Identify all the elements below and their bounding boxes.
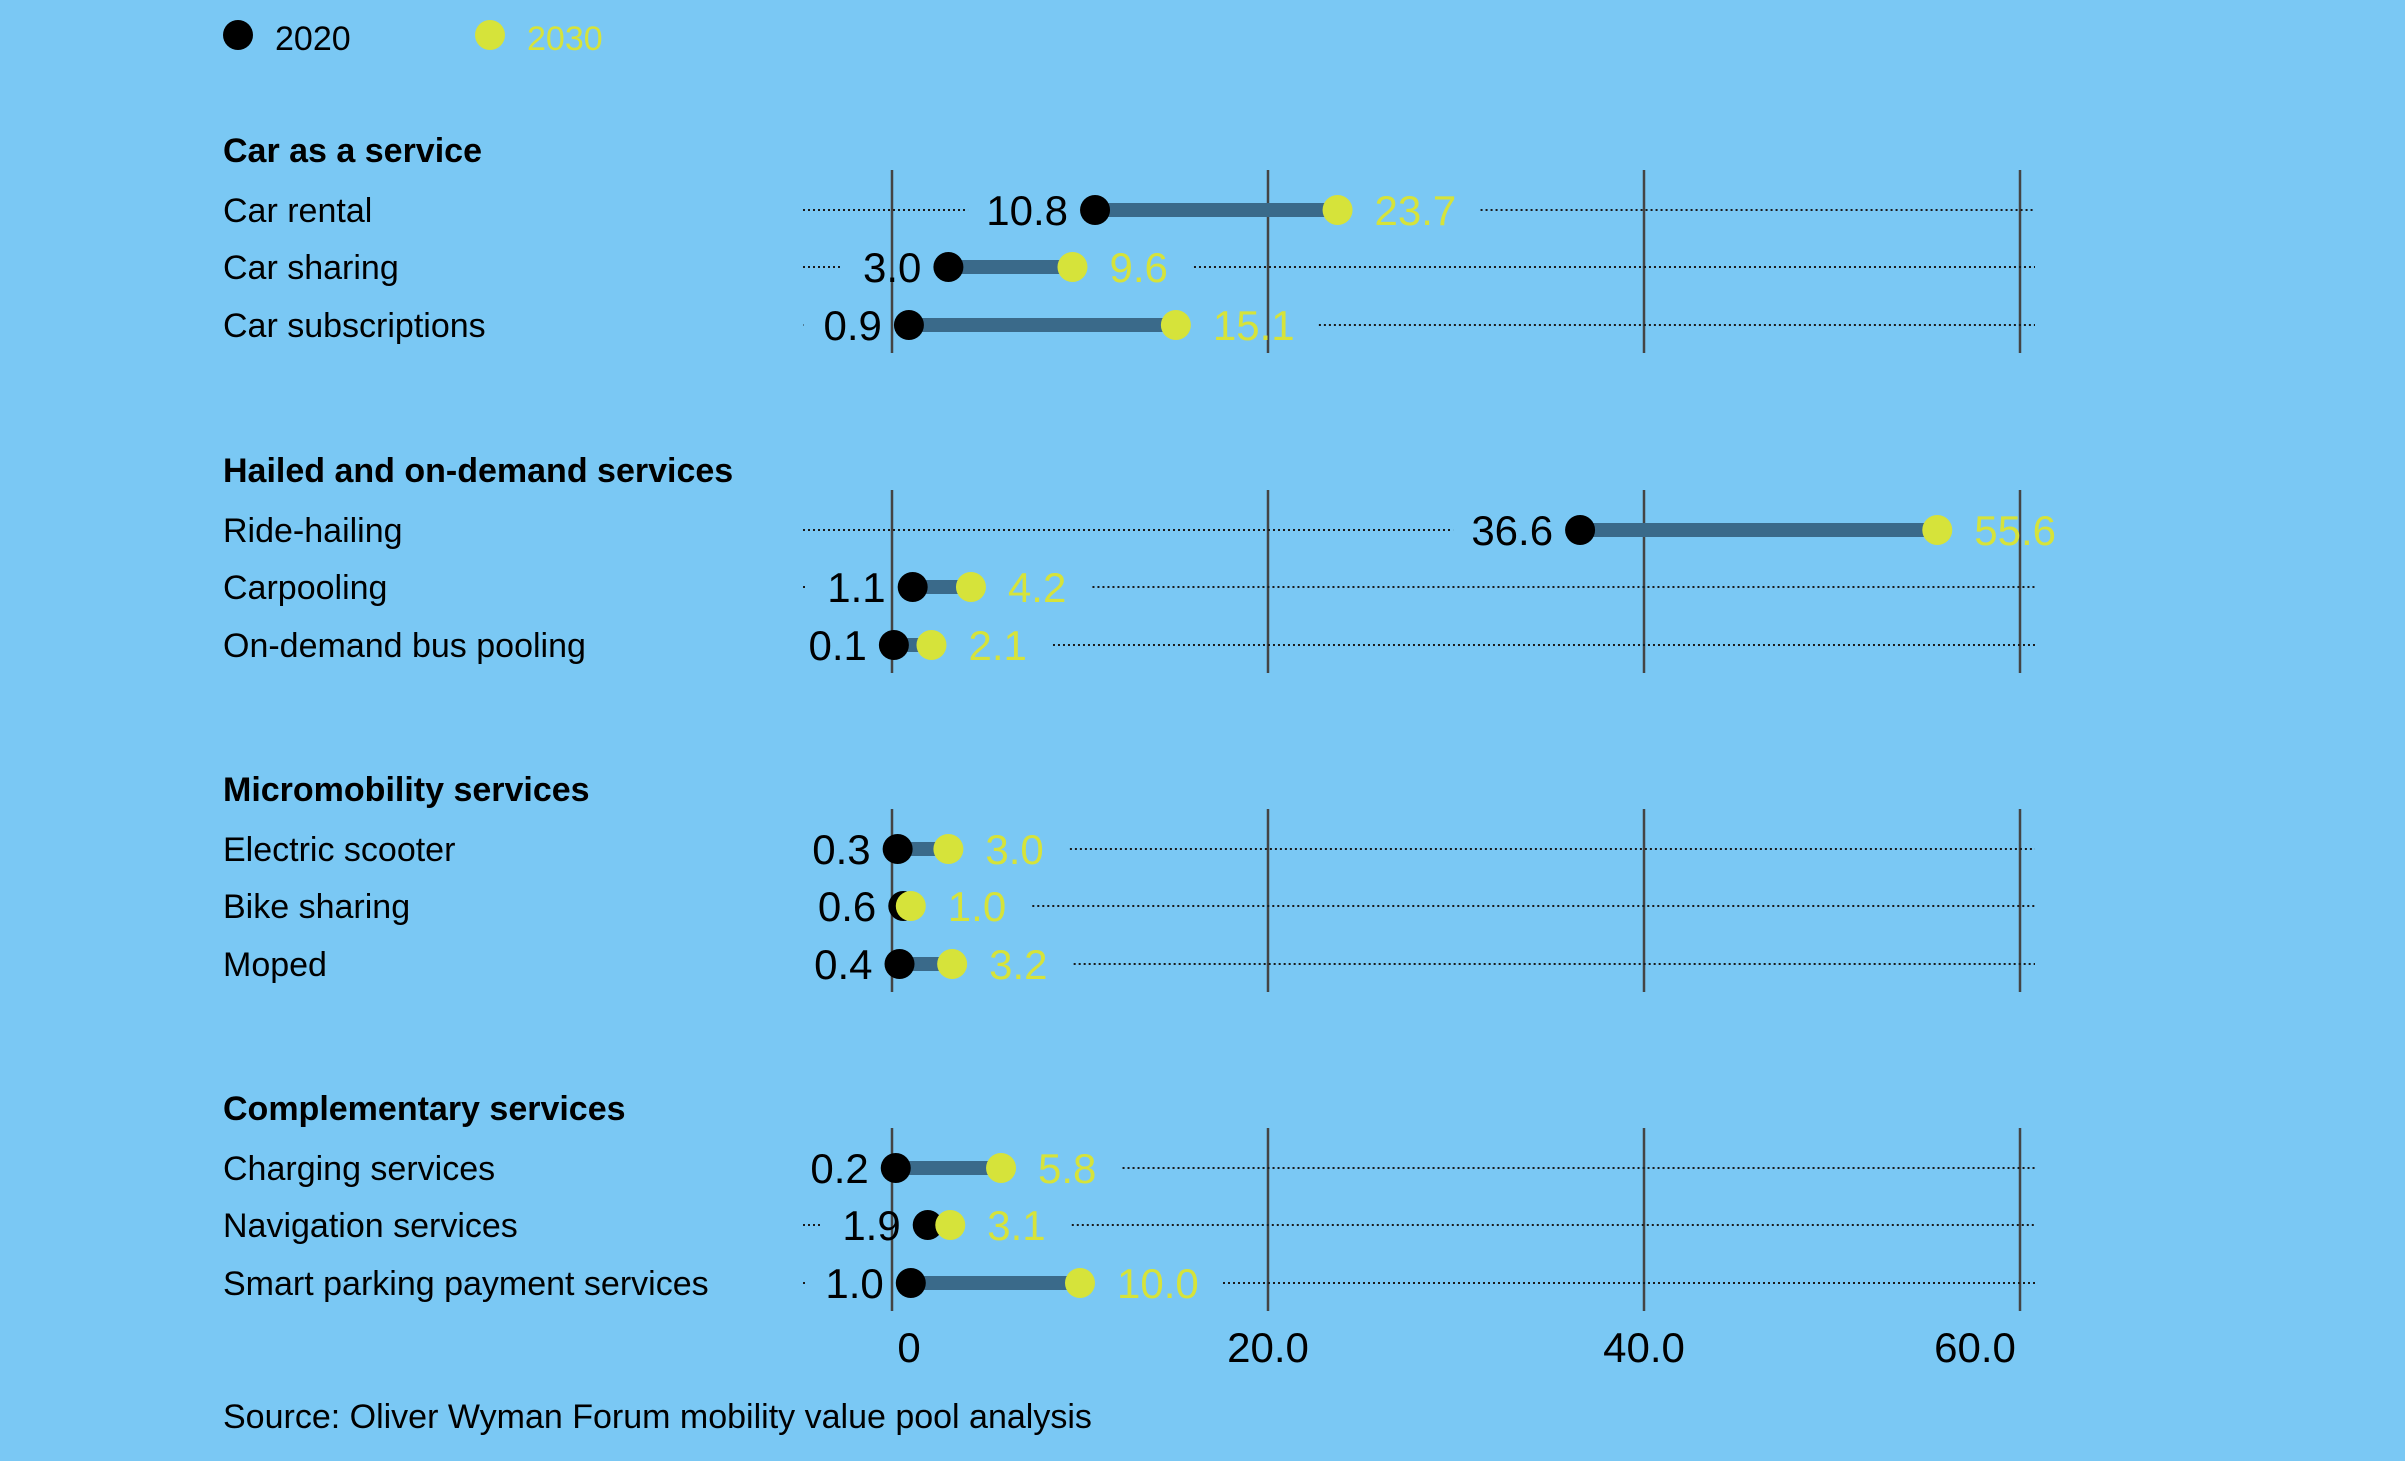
row-label: Smart parking payment services (223, 1265, 709, 1303)
point-2020 (895, 1268, 926, 1298)
point-2020 (1080, 195, 1111, 225)
row-label: On-demand bus pooling (223, 627, 586, 665)
value-label-2020: 0.6 (818, 883, 876, 930)
plot-area: Car as a service Car rental 10.8 23.7 Car sh… (223, 132, 2056, 1371)
legend-swatch-2020 (223, 20, 253, 50)
value-label-2020: 0.3 (812, 826, 870, 873)
value-label-2020: 0.9 (824, 302, 882, 349)
x-tick-label: 20.0 (1227, 1324, 1309, 1371)
value-label-2030: 1.0 (948, 883, 1006, 930)
point-2020 (933, 252, 964, 282)
point-2020 (893, 310, 924, 340)
point-2020 (880, 1153, 911, 1183)
row-label: Carpooling (223, 569, 387, 607)
point-2030 (1065, 1268, 1095, 1298)
value-label-2030: 10.0 (1117, 1260, 1199, 1307)
point-2030 (1160, 310, 1191, 340)
legend: 2020 2030 (223, 20, 603, 58)
row-label: Car subscriptions (223, 307, 486, 345)
value-label-2020: 0.2 (810, 1145, 868, 1192)
point-2030 (1057, 252, 1088, 282)
row-label: Car sharing (223, 249, 399, 287)
value-label-2030: 55.6 (1974, 507, 2056, 554)
point-2030 (1322, 195, 1353, 225)
value-label-2020: 36.6 (1471, 507, 1553, 554)
value-label-2020: 0.4 (814, 941, 872, 988)
value-label-2020: 1.1 (827, 564, 885, 611)
point-2030 (935, 1210, 966, 1240)
legend-label-2020: 2020 (275, 20, 351, 58)
point-2030 (895, 891, 926, 921)
x-tick-label: 60.0 (1934, 1324, 2016, 1371)
row-label: Car rental (223, 192, 372, 230)
point-2020 (878, 630, 909, 660)
point-2020 (912, 1210, 943, 1240)
point-2020 (884, 949, 915, 979)
source-note: Source: Oliver Wyman Forum mobility valu… (223, 1398, 1092, 1436)
value-label-2020: 3.0 (863, 244, 921, 291)
point-2030 (933, 834, 964, 864)
row-label: Bike sharing (223, 888, 410, 926)
value-label-2020: 1.0 (825, 1260, 883, 1307)
point-2030 (937, 949, 968, 979)
row-label: Electric scooter (223, 831, 455, 869)
value-label-2030: 9.6 (1109, 244, 1167, 291)
row-label: Charging services (223, 1150, 495, 1188)
point-2020 (897, 572, 928, 602)
point-2030 (916, 630, 947, 660)
value-label-2030: 2.1 (968, 622, 1026, 669)
row-label: Moped (223, 946, 327, 984)
value-label-2030: 4.2 (1008, 564, 1066, 611)
point-2030 (955, 572, 986, 602)
point-2020 (882, 834, 913, 864)
row-label: Ride-hailing (223, 512, 403, 550)
point-2020 (1565, 515, 1596, 545)
group-title: Hailed and on-demand services (223, 452, 733, 490)
group-title: Complementary services (223, 1090, 626, 1128)
legend-label-2030: 2030 (527, 20, 603, 58)
x-tick-label: 40.0 (1603, 1324, 1685, 1371)
row-label: Navigation services (223, 1207, 518, 1245)
group-title: Car as a service (223, 132, 482, 170)
value-label-2030: 3.2 (989, 941, 1047, 988)
value-label-2020: 10.8 (986, 187, 1068, 234)
point-2030 (1922, 515, 1953, 545)
value-label-2020: 0.1 (808, 622, 866, 669)
value-label-2020: 1.9 (842, 1202, 900, 1249)
value-label-2030: 5.8 (1038, 1145, 1096, 1192)
value-label-2030: 3.1 (987, 1202, 1045, 1249)
value-label-2030: 15.1 (1213, 302, 1295, 349)
x-tick-label: 0 (897, 1324, 920, 1371)
point-2030 (986, 1153, 1017, 1183)
value-label-2030: 23.7 (1375, 187, 1457, 234)
value-label-2030: 3.0 (985, 826, 1043, 873)
legend-swatch-2030 (475, 20, 505, 50)
group-title: Micromobility services (223, 771, 590, 809)
